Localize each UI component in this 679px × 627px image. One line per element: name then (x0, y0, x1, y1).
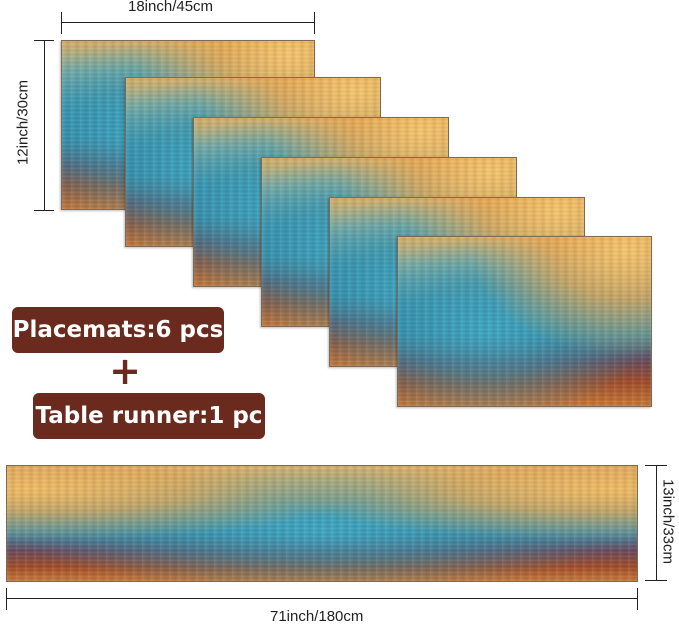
width-dimension-tick-right (314, 12, 315, 34)
runner-width-line (6, 598, 637, 599)
width-dimension-line (61, 22, 314, 23)
runner-height-tick-bottom (645, 580, 667, 581)
table-runner (6, 465, 638, 582)
runner-width-tick-right (637, 588, 638, 610)
placemat-6 (397, 236, 652, 407)
height-dimension-line (44, 40, 45, 210)
runner-height-label: 13inch/33cm (659, 478, 677, 565)
runner-height-line (656, 465, 657, 580)
placemat-height-label: 12inch/30cm (14, 79, 32, 166)
height-dimension-tick-bottom (34, 210, 54, 211)
placemat-width-label: 18inch/45cm (128, 0, 214, 15)
table-runner-count-label: Table runner:1 pc (33, 393, 265, 439)
width-dimension-tick-left (61, 12, 62, 34)
placemats-count-label: Placemats:6 pcs (12, 307, 224, 353)
runner-width-tick-left (6, 588, 7, 610)
runner-width-label: 71inch/180cm (270, 608, 364, 625)
plus-sign: + (109, 349, 141, 393)
